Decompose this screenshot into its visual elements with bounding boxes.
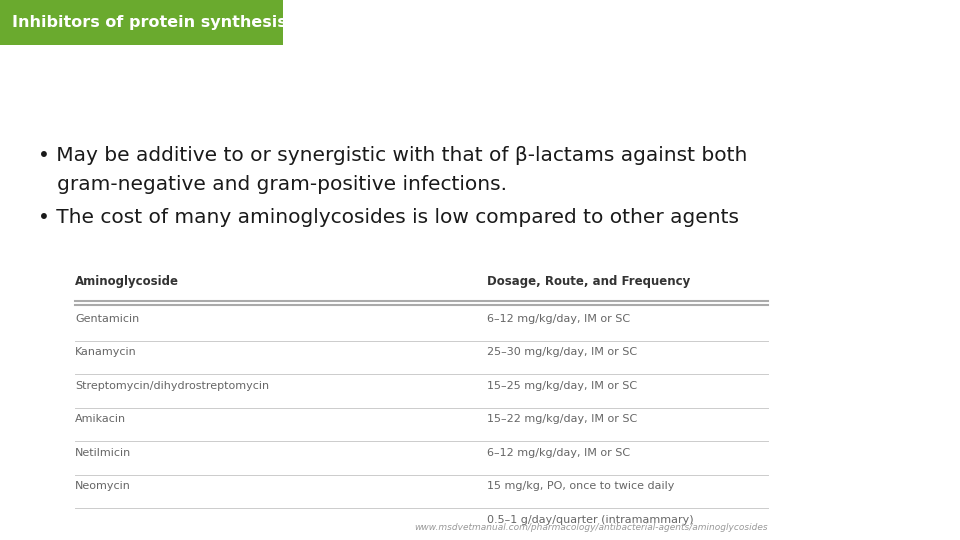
Text: Aminoglycoside: Aminoglycoside (75, 275, 179, 288)
FancyBboxPatch shape (0, 0, 283, 45)
Text: 0.5–1 g/day/quarter (intramammary): 0.5–1 g/day/quarter (intramammary) (488, 515, 694, 525)
Text: 15–22 mg/kg/day, IM or SC: 15–22 mg/kg/day, IM or SC (488, 414, 637, 424)
Text: 6–12 mg/kg/day, IM or SC: 6–12 mg/kg/day, IM or SC (488, 448, 631, 458)
Text: www.msdvetmanual.com/pharmacology/antibacterial-agents/aminoglycosides: www.msdvetmanual.com/pharmacology/antiba… (415, 523, 768, 532)
Text: Inhibitors of protein synthesis: Inhibitors of protein synthesis (12, 15, 287, 30)
Text: Amikacin: Amikacin (75, 414, 126, 424)
Text: 6–12 mg/kg/day, IM or SC: 6–12 mg/kg/day, IM or SC (488, 314, 631, 324)
Text: 15 mg/kg, PO, once to twice daily: 15 mg/kg, PO, once to twice daily (488, 481, 675, 491)
Text: Gentamicin: Gentamicin (75, 314, 139, 324)
Text: Netilmicin: Netilmicin (75, 448, 132, 458)
Text: Streptomycin/dihydrostreptomycin: Streptomycin/dihydrostreptomycin (75, 381, 269, 391)
Text: gram-negative and gram-positive infections.: gram-negative and gram-positive infectio… (38, 176, 508, 194)
Text: Kanamycin: Kanamycin (75, 347, 136, 357)
Text: 25–30 mg/kg/day, IM or SC: 25–30 mg/kg/day, IM or SC (488, 347, 637, 357)
Text: • The cost of many aminoglycosides is low compared to other agents: • The cost of many aminoglycosides is lo… (38, 208, 739, 227)
Text: Neomycin: Neomycin (75, 481, 131, 491)
Text: • May be additive to or synergistic with that of β-lactams against both: • May be additive to or synergistic with… (38, 146, 748, 165)
Text: 15–25 mg/kg/day, IM or SC: 15–25 mg/kg/day, IM or SC (488, 381, 637, 391)
Text: Dosage, Route, and Frequency: Dosage, Route, and Frequency (488, 275, 690, 288)
